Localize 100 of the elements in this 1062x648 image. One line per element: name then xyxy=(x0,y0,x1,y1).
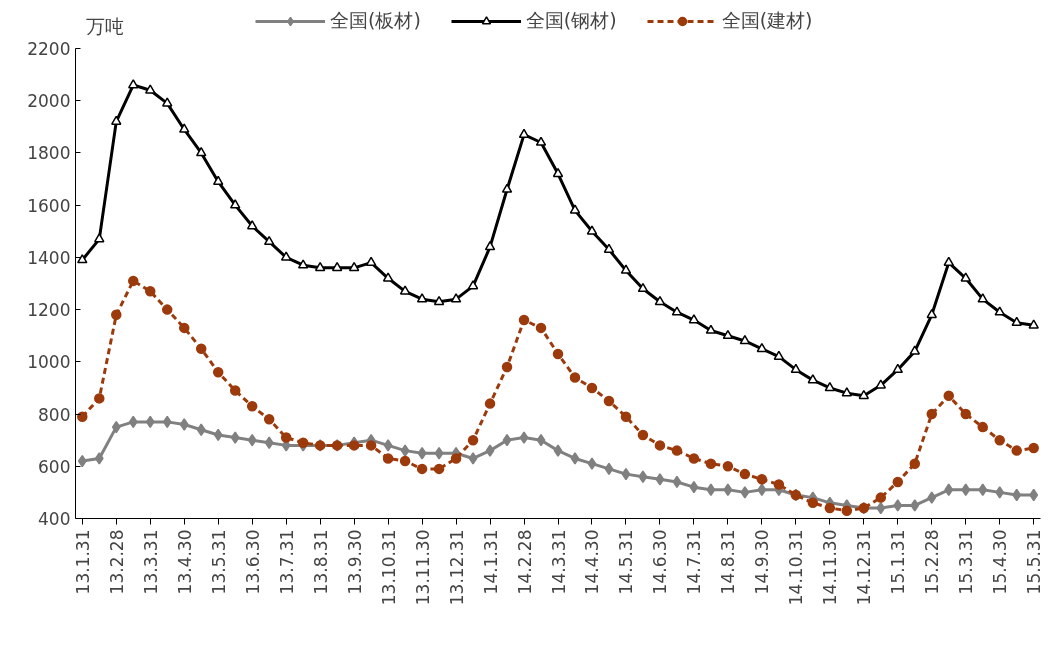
x-tick-label: 15.2.28 xyxy=(922,529,943,595)
point xyxy=(212,175,224,186)
point xyxy=(994,434,1005,446)
point xyxy=(756,474,768,485)
point xyxy=(433,463,445,475)
point xyxy=(467,434,479,446)
point xyxy=(722,461,734,472)
point xyxy=(960,272,971,282)
point xyxy=(875,492,887,503)
x-tick-label: 14.4.30 xyxy=(582,529,603,595)
point xyxy=(94,452,104,465)
point xyxy=(977,293,988,303)
point xyxy=(111,309,122,321)
x-tick-label: 13.7.31 xyxy=(276,529,297,595)
point xyxy=(365,256,377,266)
y-tick-label: 1200 xyxy=(27,300,71,321)
point xyxy=(824,382,836,392)
point xyxy=(841,387,853,397)
point xyxy=(264,436,274,450)
x-tick-label: 14.8.31 xyxy=(718,529,739,595)
point xyxy=(654,295,666,306)
point xyxy=(1012,488,1022,502)
point xyxy=(722,329,734,340)
point xyxy=(161,97,173,107)
point xyxy=(450,293,462,303)
point xyxy=(111,115,122,125)
point xyxy=(909,345,921,355)
point xyxy=(604,462,614,476)
point xyxy=(77,454,87,468)
point xyxy=(94,233,105,243)
point xyxy=(944,483,954,497)
x-tick-label: 13.1.31 xyxy=(72,529,93,595)
point xyxy=(297,259,309,269)
x-tick-label: 14.1.31 xyxy=(480,529,501,595)
point xyxy=(621,467,631,481)
point xyxy=(348,261,360,272)
x-tick-label: 14.5.31 xyxy=(616,529,637,595)
point xyxy=(484,398,496,409)
point xyxy=(892,363,904,374)
point xyxy=(603,395,615,407)
point xyxy=(365,440,377,451)
point xyxy=(331,261,343,272)
point xyxy=(569,204,581,214)
x-tick-label: 14.2.28 xyxy=(514,529,535,595)
point xyxy=(502,433,512,447)
point xyxy=(672,475,682,489)
point xyxy=(400,444,410,457)
point xyxy=(927,491,937,504)
point xyxy=(705,324,717,334)
y-tick-label: 400 xyxy=(38,509,71,529)
point xyxy=(399,285,411,295)
x-tick-label: 15.3.31 xyxy=(956,529,977,595)
point xyxy=(382,272,394,282)
point xyxy=(1028,442,1039,454)
point xyxy=(178,123,190,133)
point xyxy=(162,415,172,429)
point xyxy=(467,280,479,290)
point xyxy=(790,363,802,374)
point xyxy=(247,433,257,447)
point xyxy=(569,372,581,383)
point xyxy=(450,453,462,464)
x-tick-label: 13.6.30 xyxy=(242,529,263,595)
point xyxy=(416,463,428,475)
legend-label: 全国(板材) xyxy=(330,8,421,33)
x-tick-label: 14.11.30 xyxy=(820,529,841,606)
point xyxy=(399,455,411,467)
y-tick-label: 1800 xyxy=(27,143,71,164)
point xyxy=(484,241,496,251)
point xyxy=(434,446,444,460)
point xyxy=(654,440,666,451)
point xyxy=(348,440,360,451)
point xyxy=(111,420,121,434)
point xyxy=(723,483,733,497)
point xyxy=(943,390,955,402)
point xyxy=(145,286,156,297)
point xyxy=(195,147,207,157)
point xyxy=(77,411,88,422)
point xyxy=(671,445,683,456)
point xyxy=(756,342,768,353)
point xyxy=(570,452,580,465)
point xyxy=(518,128,530,139)
point xyxy=(195,343,207,355)
x-tick-label: 15.4.30 xyxy=(990,529,1011,595)
point xyxy=(128,79,139,89)
point xyxy=(807,374,819,384)
x-tick-label: 13.2.28 xyxy=(106,529,127,595)
x-tick-label: 13.3.31 xyxy=(140,529,161,595)
x-tick-label: 14.10.31 xyxy=(786,529,807,606)
point xyxy=(213,428,223,442)
point xyxy=(671,306,683,316)
point xyxy=(620,411,632,422)
y-tick-label: 800 xyxy=(38,404,71,425)
point xyxy=(501,361,513,373)
point xyxy=(536,433,546,447)
point xyxy=(739,468,751,480)
point xyxy=(230,431,240,444)
point xyxy=(518,314,530,326)
point xyxy=(1011,316,1022,327)
point xyxy=(994,306,1005,316)
point xyxy=(519,431,529,444)
